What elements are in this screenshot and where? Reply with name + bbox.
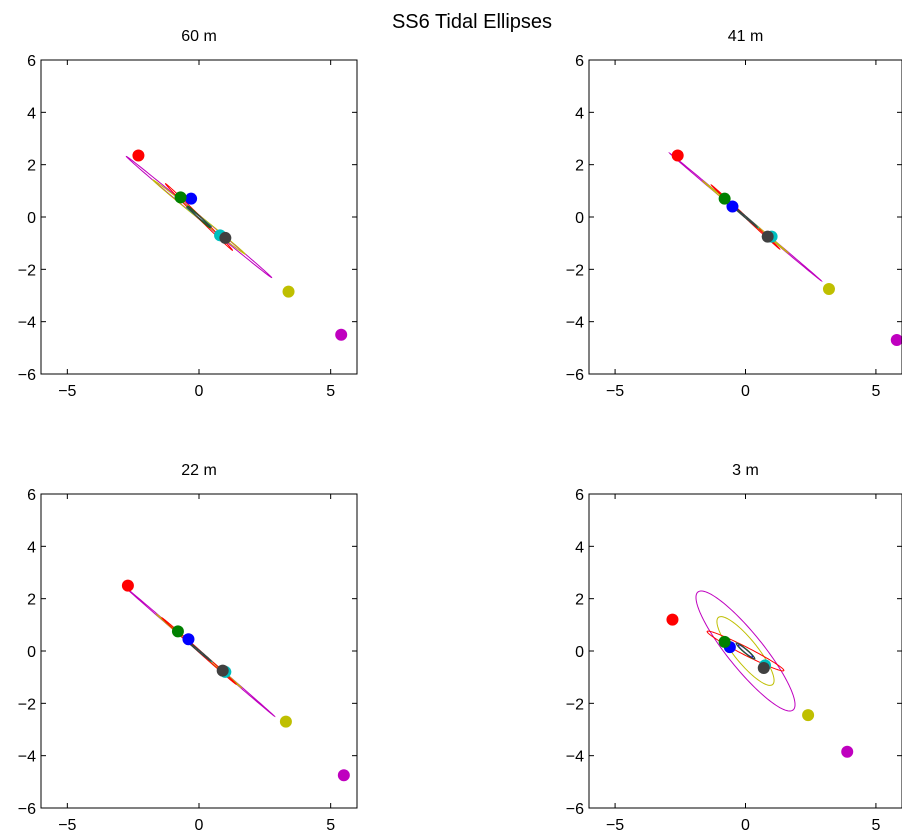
- subplot-2: 41 m −5 0 5 −6 −4 −2 0 2 4 6: [566, 28, 902, 400]
- x-tick-label: 0: [741, 383, 750, 400]
- figure-title: SS6 Tidal Ellipses: [392, 11, 552, 33]
- subplot-4: 3 m −5 0 5 −6 −4 −2 0 2 4 6: [566, 462, 902, 834]
- ellipse-marker-3: [671, 149, 684, 162]
- ellipse-marker-1: [890, 333, 902, 346]
- x-tick-label: 5: [871, 817, 880, 834]
- ellipse-marker-2: [802, 709, 815, 722]
- y-tick-label: 2: [27, 158, 36, 175]
- ellipse-2: [152, 179, 246, 255]
- y-tick-label: 6: [27, 487, 36, 504]
- ellipse-3: [706, 630, 785, 672]
- ellipse-1: [125, 155, 273, 279]
- y-tick-label: 6: [27, 53, 36, 70]
- x-tick-label: −5: [606, 383, 624, 400]
- y-tick-label: −2: [566, 696, 584, 713]
- ellipse-marker-6: [174, 191, 187, 204]
- x-tick-label: 0: [741, 817, 750, 834]
- ellipse-marker-3: [121, 579, 134, 592]
- plot-area: [695, 590, 796, 712]
- y-tick-label: −4: [566, 315, 584, 332]
- subplot-title: 3 m: [732, 462, 759, 479]
- subplot-title: 60 m: [181, 28, 217, 45]
- y-tick-label: −6: [566, 801, 584, 818]
- x-tick-label: 5: [871, 383, 880, 400]
- y-tick-label: 6: [575, 487, 584, 504]
- axes-frame: [40, 59, 358, 375]
- ellipse-marker-1: [337, 769, 350, 782]
- y-tick-label: −2: [566, 262, 584, 279]
- y-tick-label: −6: [18, 367, 36, 384]
- x-tick-label: 0: [195, 817, 204, 834]
- ellipse-1: [695, 590, 796, 712]
- x-tick-label: 5: [326, 817, 335, 834]
- plot-area: [668, 152, 823, 282]
- ellipse-3: [710, 184, 781, 250]
- ellipse-2: [701, 180, 790, 254]
- y-tick-label: 4: [575, 105, 584, 122]
- x-tick-label: −5: [58, 383, 76, 400]
- plot-area: [125, 155, 273, 279]
- ellipse-marker-3: [666, 613, 679, 626]
- ellipse-marker-6: [171, 625, 184, 638]
- x-tick-label: 0: [195, 383, 204, 400]
- y-tick-label: 2: [575, 158, 584, 175]
- y-tick-label: 0: [27, 210, 36, 227]
- y-tick-label: −4: [566, 749, 584, 766]
- ellipse-marker-2: [282, 285, 295, 298]
- ellipse-7: [186, 206, 212, 228]
- ellipse-1: [122, 584, 276, 718]
- y-tick-label: 0: [27, 644, 36, 661]
- x-tick-label: 5: [326, 383, 335, 400]
- y-tick-label: −2: [18, 696, 36, 713]
- subplot-3: 22 m −5 0 5 −6 −4 −2 0 2 4 6: [18, 462, 358, 834]
- x-tick-label: −5: [58, 817, 76, 834]
- y-tick-label: 0: [575, 210, 584, 227]
- ellipse-1: [668, 152, 823, 282]
- y-tick-label: 4: [27, 105, 36, 122]
- subplot-title: 41 m: [728, 28, 764, 45]
- ellipse-marker-3: [132, 149, 145, 162]
- ellipse-marker-7: [216, 664, 229, 677]
- ellipse-6: [735, 642, 756, 660]
- axes-frame: [588, 493, 902, 809]
- ellipse-marker-5: [185, 192, 198, 205]
- subplot-1: 60 m −5 0 5 −6 −4 −2 0 2 4 6: [18, 28, 358, 400]
- subplot-title: 22 m: [181, 462, 217, 479]
- y-tick-label: −4: [18, 315, 36, 332]
- y-tick-label: −2: [18, 262, 36, 279]
- y-tick-label: −6: [566, 367, 584, 384]
- ellipse-marker-7: [761, 230, 774, 243]
- plot-area: [122, 584, 276, 718]
- y-tick-label: −4: [18, 749, 36, 766]
- ellipse-marker-1: [841, 745, 854, 758]
- ellipse-7: [735, 642, 756, 660]
- ellipse-marker-5: [182, 633, 195, 646]
- ellipse-marker-6: [718, 192, 731, 205]
- y-tick-label: 4: [27, 539, 36, 556]
- axes-frame: [40, 493, 358, 809]
- y-tick-label: 2: [27, 592, 36, 609]
- ellipse-marker-5: [726, 200, 739, 213]
- ellipse-marker-7: [757, 662, 770, 675]
- ellipse-marker-6: [718, 635, 731, 648]
- y-tick-label: 4: [575, 539, 584, 556]
- x-tick-label: −5: [606, 817, 624, 834]
- ellipse-marker-2: [279, 715, 292, 728]
- ellipse-marker-1: [335, 328, 348, 341]
- y-tick-label: 0: [575, 644, 584, 661]
- y-tick-label: 6: [575, 53, 584, 70]
- ellipse-marker-7: [219, 231, 232, 244]
- y-tick-label: 2: [575, 592, 584, 609]
- axes-frame: [588, 59, 902, 375]
- y-tick-label: −6: [18, 801, 36, 818]
- ellipse-marker-2: [822, 282, 835, 295]
